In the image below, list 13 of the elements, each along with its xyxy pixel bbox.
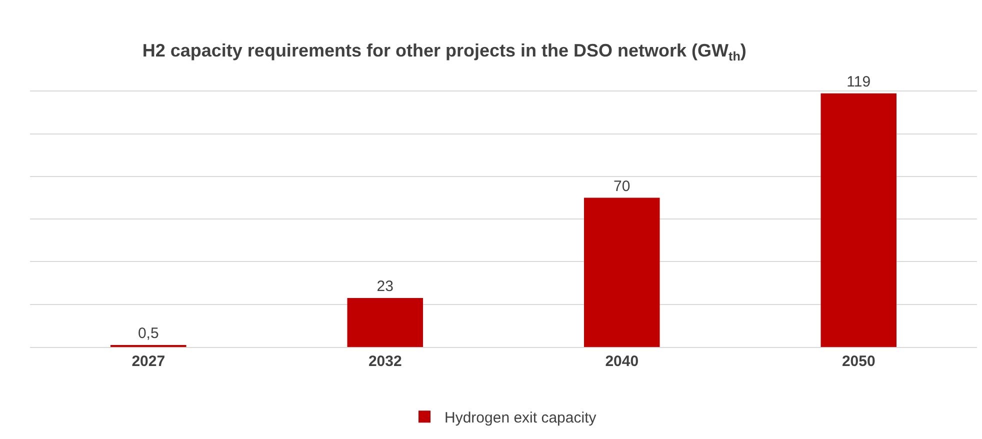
data-label: 70 — [614, 178, 630, 195]
x-tick-label: 2032 — [368, 353, 402, 370]
x-tick-label: 2040 — [605, 353, 639, 370]
legend-label: Hydrogen exit capacity — [444, 410, 597, 426]
bar — [347, 298, 424, 347]
bar — [584, 198, 660, 347]
x-tick-label: 2050 — [842, 353, 876, 370]
chart-title: H2 capacity requirements for other projects in the DSO network (GW$_{th}$) — [142, 40, 746, 64]
data-label: 23 — [376, 278, 394, 295]
data-label: 0,5 — [138, 325, 159, 342]
data-label: 119 — [846, 73, 871, 90]
x-tick-label: 2027 — [132, 353, 166, 370]
bar — [820, 93, 896, 347]
